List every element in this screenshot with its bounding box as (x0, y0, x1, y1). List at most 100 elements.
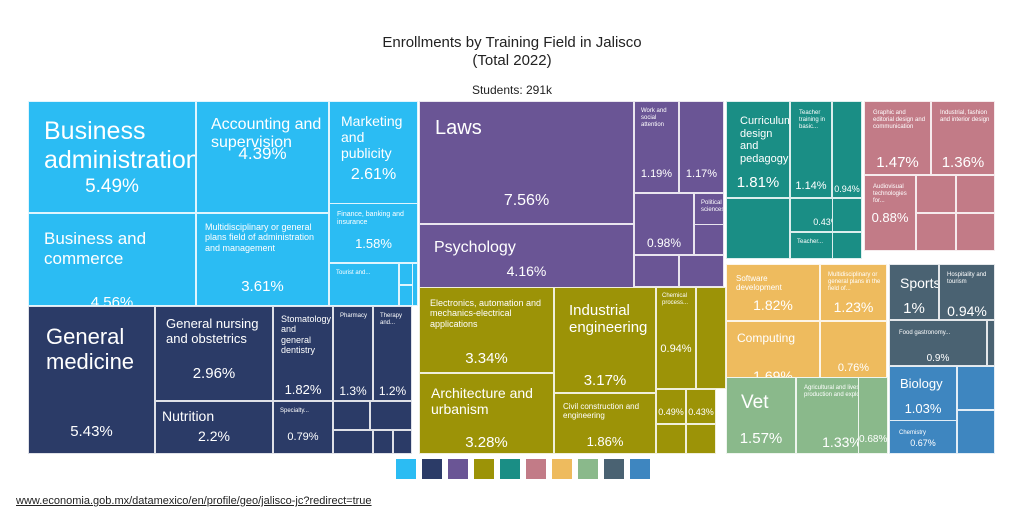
treemap-cell-small[interactable] (832, 198, 862, 232)
cell-label: Sports (900, 275, 939, 291)
treemap-cell-small[interactable] (696, 287, 726, 389)
cell-percentage: 3.34% (465, 350, 508, 367)
cell-label: Computing (737, 331, 796, 345)
treemap-cell[interactable]: Finance, banking and insurance 1.58% (329, 203, 418, 263)
cell-percentage: 2.2% (198, 428, 230, 444)
treemap-cell[interactable]: General medicine 5.43% (28, 306, 155, 454)
treemap-cell-small[interactable] (686, 424, 716, 454)
treemap-cell-small[interactable] (957, 410, 995, 454)
treemap-cell[interactable]: Chemical process... 0.94% (656, 287, 696, 389)
cell-label: Teacher... (797, 239, 824, 245)
treemap-cell[interactable]: 0.43% (686, 389, 716, 424)
legend-swatch[interactable] (422, 459, 442, 479)
treemap-cell-small[interactable] (694, 224, 724, 255)
treemap-cell[interactable]: Electronics, automation and mechanics-el… (419, 287, 554, 373)
treemap-cell-small[interactable] (333, 401, 370, 430)
cell-label: Business and commerce (44, 229, 147, 268)
cell-percentage: 1.03% (904, 401, 942, 416)
treemap-cell[interactable]: 0.68% (858, 377, 888, 454)
treemap-cell-small[interactable] (916, 213, 956, 251)
treemap-cell-small[interactable] (956, 175, 995, 213)
total-students: Students: 291k (471, 83, 553, 97)
legend (396, 459, 650, 479)
treemap-cell[interactable]: Civil construction and engineering 1.86% (554, 393, 656, 454)
treemap-cell[interactable]: Hospitality and tourism 0.94% (939, 264, 995, 320)
treemap-cell[interactable]: Stomatology and general dentistry 1.82% (273, 306, 333, 401)
treemap-cell[interactable]: 0.98% (634, 193, 694, 255)
treemap-cell-small[interactable] (987, 320, 995, 366)
treemap-cell[interactable]: 1.17% (679, 101, 724, 193)
treemap-cell[interactable]: Sports 1% (889, 264, 939, 320)
treemap-cell-small[interactable] (679, 255, 724, 287)
cell-label: Psychology (434, 239, 516, 256)
cell-percentage: 5.43% (70, 423, 113, 440)
treemap-cell[interactable]: General nursing and obstetrics 2.96% (155, 306, 273, 401)
treemap-cell-small[interactable] (656, 424, 686, 454)
treemap-cell[interactable]: Teacher training in basic... 1.14% (790, 101, 832, 198)
treemap-cell-small[interactable] (832, 232, 862, 259)
cell-percentage: 0.68% (859, 434, 888, 445)
treemap-cell[interactable]: Industrial engineering 3.17% (554, 287, 656, 393)
treemap-cell[interactable]: Business administration 5.49% (28, 101, 196, 213)
treemap-cell[interactable]: Industrial, fashion and interior design 1… (931, 101, 995, 175)
legend-swatch[interactable] (604, 459, 624, 479)
treemap-cell[interactable]: Multidisciplinary or general plans field… (196, 213, 329, 306)
treemap-cell[interactable]: Multidisciplinary or general plans in th… (820, 264, 887, 321)
treemap-cell[interactable]: 0.49% (656, 389, 686, 424)
legend-swatch[interactable] (396, 459, 416, 479)
cell-label: Software development (736, 274, 782, 293)
treemap-cell-small[interactable] (916, 175, 956, 213)
treemap-cell-small[interactable] (412, 263, 418, 306)
treemap-cell-small[interactable] (956, 213, 995, 251)
treemap-cell[interactable]: Marketing and publicity 2.61% (329, 101, 418, 213)
cell-label: Multidisciplinary or general plans in th… (828, 272, 881, 292)
treemap-cell-small[interactable] (370, 401, 412, 430)
treemap-cell-small[interactable] (634, 255, 679, 287)
cell-percentage: 1.86% (586, 434, 624, 449)
legend-swatch[interactable] (578, 459, 598, 479)
cell-label: Accounting and supervision (211, 116, 322, 152)
treemap-cell-small[interactable] (333, 430, 373, 454)
cell-label: Pharmacy (340, 313, 368, 319)
treemap-cell-small[interactable] (957, 366, 995, 410)
treemap-cell-small[interactable] (393, 430, 412, 454)
cell-label: Chemical process... (662, 293, 689, 306)
legend-swatch[interactable] (526, 459, 546, 479)
treemap-cell[interactable]: Work and social attention 1.19% (634, 101, 679, 193)
cell-percentage: 1.82% (284, 382, 322, 397)
treemap-cell[interactable]: Therapy and... 1.2% (373, 306, 412, 401)
treemap-cell[interactable]: Software development 1.82% (726, 264, 820, 321)
cell-label: Multidisciplinary or general plans field… (205, 222, 315, 253)
cell-percentage: 0.94% (947, 303, 987, 319)
treemap-cell[interactable]: Food gastronomy... 0.9% (889, 320, 987, 366)
treemap-cell[interactable]: 0.94% (832, 101, 862, 198)
treemap-cell-small[interactable] (373, 430, 393, 454)
legend-swatch[interactable] (552, 459, 572, 479)
treemap-cell[interactable]: Nutrition 2.2% (155, 401, 273, 454)
cell-percentage: 0.88% (871, 210, 909, 225)
treemap-cell[interactable]: Graphic and editorial design and communi… (864, 101, 931, 175)
legend-swatch[interactable] (630, 459, 650, 479)
legend-swatch[interactable] (448, 459, 468, 479)
cell-percentage: 1.81% (736, 174, 780, 191)
treemap-cell[interactable]: Business and commerce 4.56% (28, 213, 196, 306)
legend-swatch[interactable] (474, 459, 494, 479)
treemap-cell[interactable]: Curriculum design and pedagogy 1.81% (726, 101, 790, 198)
treemap-cell[interactable]: Pharmacy 1.3% (333, 306, 373, 401)
source-link[interactable]: www.economia.gob.mx/datamexico/en/profil… (16, 495, 372, 507)
treemap-cell[interactable]: Architecture and urbanism 3.28% (419, 373, 554, 454)
cell-label: Civil construction and engineering (563, 402, 640, 421)
treemap-cell[interactable]: Accounting and supervision 4.39% (196, 101, 329, 213)
cell-label: Stomatology and general dentistry (281, 314, 332, 356)
cell-percentage: 4.16% (506, 263, 547, 279)
treemap-cell[interactable]: Audiovisual technologies for... 0.88% (864, 175, 916, 251)
treemap-cell[interactable]: Specialty... 0.79% (273, 401, 333, 454)
treemap-cell-small[interactable] (726, 198, 790, 259)
treemap-cell[interactable]: Vet 1.57% (726, 377, 796, 454)
cell-percentage: 2.96% (192, 365, 236, 382)
legend-swatch[interactable] (500, 459, 520, 479)
treemap-cell[interactable]: Laws 7.56% (419, 101, 634, 224)
treemap-cell[interactable]: Tourist and... (329, 263, 399, 306)
treemap-cell[interactable]: Chemistry 0.67% (889, 420, 957, 454)
cell-label: Electronics, automation and mechanics-el… (430, 298, 542, 329)
